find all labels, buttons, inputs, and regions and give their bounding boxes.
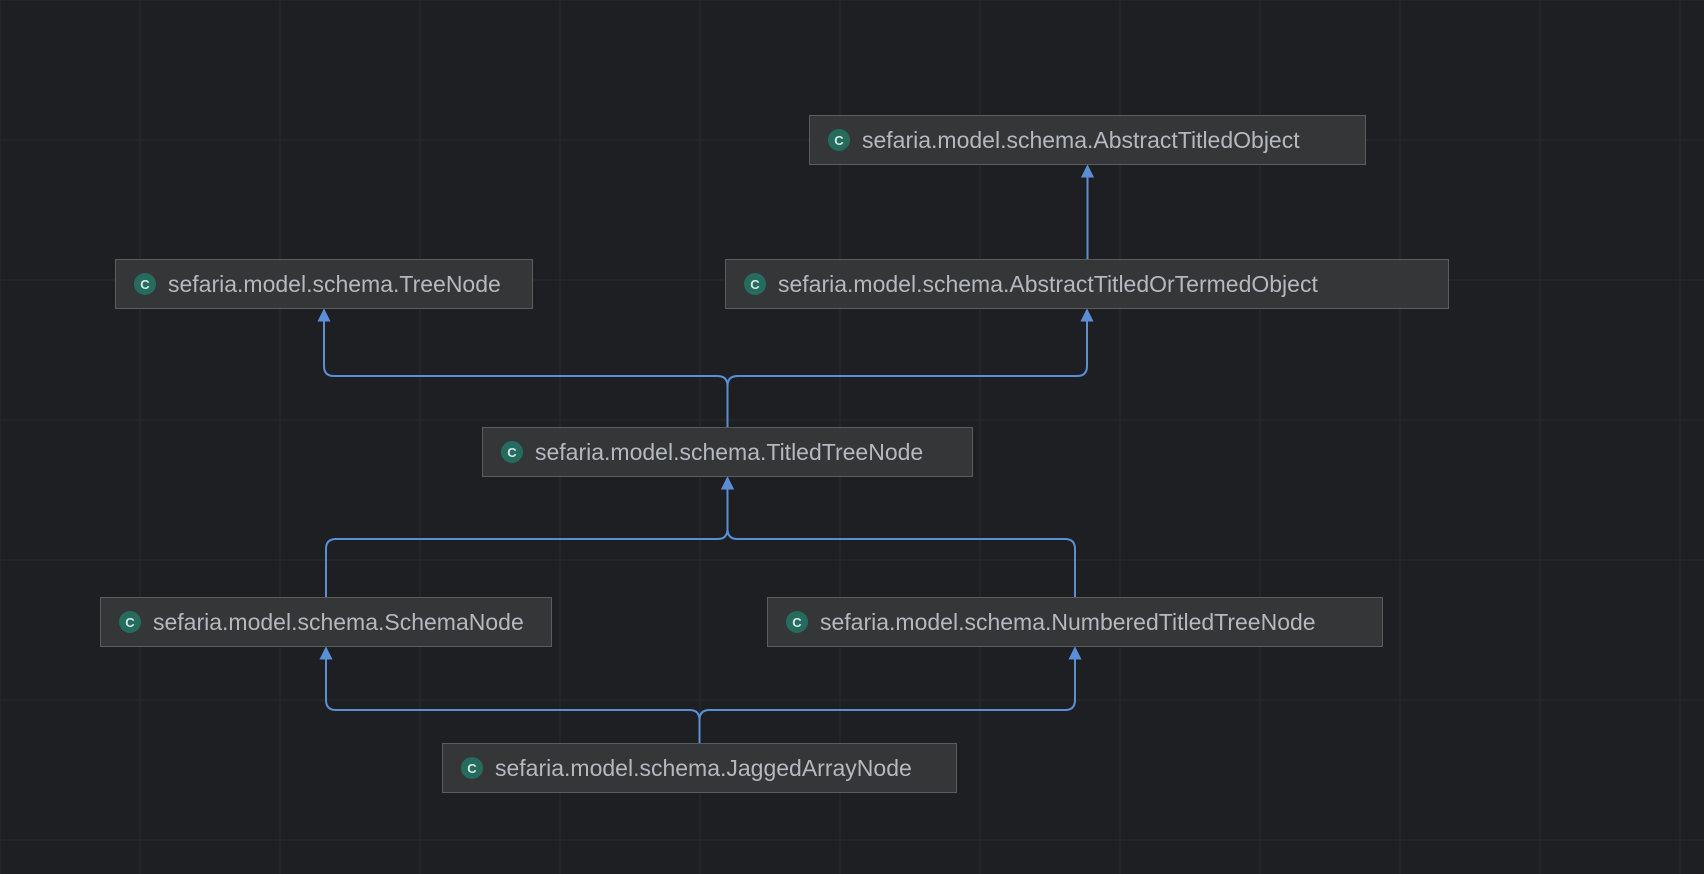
class-label: sefaria.model.schema.AbstractTitledOrTer…	[778, 273, 1318, 296]
class-node-treeNode[interactable]: Csefaria.model.schema.TreeNode	[115, 259, 533, 309]
class-icon: C	[744, 273, 766, 295]
class-icon: C	[119, 611, 141, 633]
class-label: sefaria.model.schema.TitledTreeNode	[535, 441, 923, 464]
class-label: sefaria.model.schema.NumberedTitledTreeN…	[820, 611, 1316, 634]
class-label: sefaria.model.schema.SchemaNode	[153, 611, 524, 634]
class-node-schemaNode[interactable]: Csefaria.model.schema.SchemaNode	[100, 597, 552, 647]
class-icon: C	[828, 129, 850, 151]
class-node-titledTreeNode[interactable]: Csefaria.model.schema.TitledTreeNode	[482, 427, 973, 477]
diagram-canvas: Csefaria.model.schema.AbstractTitledObje…	[0, 0, 1704, 874]
class-icon: C	[501, 441, 523, 463]
class-node-abstractTitledOrTermedObject[interactable]: Csefaria.model.schema.AbstractTitledOrTe…	[725, 259, 1449, 309]
class-label: sefaria.model.schema.AbstractTitledObjec…	[862, 129, 1300, 152]
class-icon: C	[134, 273, 156, 295]
class-icon: C	[786, 611, 808, 633]
class-node-jaggedArrayNode[interactable]: Csefaria.model.schema.JaggedArrayNode	[442, 743, 957, 793]
class-icon: C	[461, 757, 483, 779]
class-node-numberedTitledTreeNode[interactable]: Csefaria.model.schema.NumberedTitledTree…	[767, 597, 1383, 647]
class-node-abstractTitledObject[interactable]: Csefaria.model.schema.AbstractTitledObje…	[809, 115, 1366, 165]
class-label: sefaria.model.schema.JaggedArrayNode	[495, 757, 912, 780]
class-label: sefaria.model.schema.TreeNode	[168, 273, 501, 296]
